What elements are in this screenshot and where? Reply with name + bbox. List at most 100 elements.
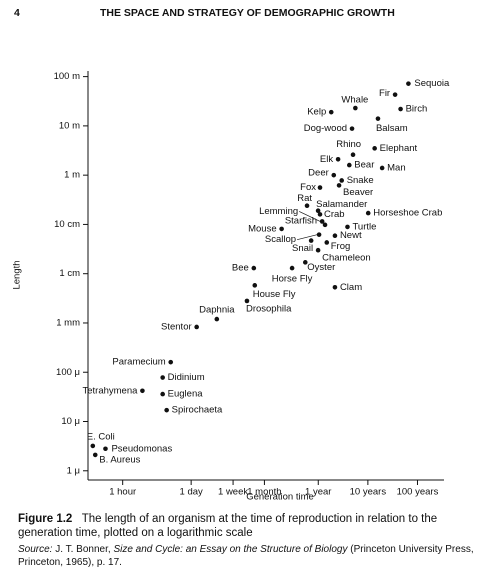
source-rest: (Princeton University Press, Princeton, … xyxy=(18,544,474,568)
y-tick-label: 10 cm xyxy=(54,219,80,230)
source-author: J. T. Bonner, xyxy=(55,544,111,555)
data-point xyxy=(160,391,165,397)
data-point xyxy=(317,185,323,190)
point-label: Fir xyxy=(379,88,390,99)
data-point xyxy=(92,452,98,458)
data-point xyxy=(103,446,108,452)
data-point xyxy=(214,316,220,322)
point-label: Elephant xyxy=(380,143,418,154)
point-label: Oyster xyxy=(307,262,335,273)
point-label: Rat xyxy=(297,193,312,204)
running-head: THE SPACE AND STRATEGY OF DEMOGRAPHIC GR… xyxy=(100,7,395,19)
data-point xyxy=(406,81,411,86)
data-point xyxy=(194,324,199,330)
data-point xyxy=(140,388,145,394)
point-label: Stentor xyxy=(161,321,192,332)
point-label: Horse Fly xyxy=(272,274,313,285)
data-point xyxy=(332,233,338,239)
data-point xyxy=(317,212,323,217)
point-label: Horseshoe Crab xyxy=(373,208,442,219)
point-label: Snail xyxy=(292,243,313,254)
point-label: Daphnia xyxy=(199,305,235,316)
data-point xyxy=(392,92,398,97)
caption-text: The length of an organism at the time of… xyxy=(18,513,438,539)
data-point xyxy=(304,203,310,208)
point-label: Didinium xyxy=(168,372,205,383)
data-point xyxy=(289,265,295,271)
point-label: Sequoia xyxy=(414,78,450,89)
point-label: Rhino xyxy=(336,139,361,150)
point-label: Crab xyxy=(324,209,345,220)
leader-line xyxy=(296,234,318,240)
y-tick-label: 1 m xyxy=(64,170,80,181)
data-point xyxy=(319,219,325,224)
data-point xyxy=(244,298,250,304)
x-tick-label: 1 month xyxy=(247,487,281,498)
point-label: Pseudomonas xyxy=(111,443,172,454)
data-point xyxy=(379,165,385,171)
point-label: Turtle xyxy=(352,221,376,232)
page-number: 4 xyxy=(14,7,20,19)
data-point xyxy=(350,152,356,158)
point-label: Whale xyxy=(341,95,368,106)
data-point xyxy=(315,208,321,213)
data-point xyxy=(90,443,96,449)
data-point xyxy=(335,156,341,162)
point-label: Balsam xyxy=(376,123,408,134)
data-point xyxy=(316,232,322,237)
point-label: Spirochaeta xyxy=(172,405,223,416)
leader-line xyxy=(299,211,321,222)
data-point xyxy=(324,240,330,245)
source: Source: J. T. Bonner, Size and Cycle: an… xyxy=(18,543,488,569)
point-label: Tetrahymena xyxy=(82,385,138,396)
point-label: Lemming xyxy=(259,206,298,217)
data-point xyxy=(160,375,165,380)
data-point xyxy=(345,224,350,230)
x-tick-label: 100 years xyxy=(397,487,439,498)
figure: 4 THE SPACE AND STRATEGY OF DEMOGRAPHIC … xyxy=(12,7,450,503)
x-tick-label: 1 day xyxy=(180,487,203,498)
data-point xyxy=(251,265,257,271)
data-point xyxy=(339,178,344,183)
point-label: Snake xyxy=(347,175,374,186)
y-tick-label: 10 μ xyxy=(61,416,80,427)
data-point xyxy=(308,238,314,243)
x-axis-title: Generation time xyxy=(246,492,314,503)
caption-label: Figure 1.2 xyxy=(18,513,73,525)
point-label: Frog xyxy=(331,241,351,252)
point-label: Scallop xyxy=(265,234,296,245)
point-label: Bee xyxy=(232,263,249,274)
data-point xyxy=(302,260,308,265)
data-point xyxy=(322,222,328,228)
point-label: Salamander xyxy=(316,199,367,210)
data-point xyxy=(252,283,258,288)
point-label: House Fly xyxy=(253,289,296,300)
data-point xyxy=(315,247,321,253)
caption: Figure 1.2 The length of an organism at … xyxy=(18,512,488,540)
point-label: Bear xyxy=(354,160,374,171)
data-point xyxy=(375,116,381,121)
point-label: Dog-wood xyxy=(304,123,347,134)
y-tick-label: 10 m xyxy=(59,120,80,131)
y-tick-label: 1 mm xyxy=(56,317,80,328)
point-label: Kelp xyxy=(307,107,326,118)
point-label: Birch xyxy=(406,104,428,115)
point-label: E. Coli xyxy=(87,431,115,442)
point-label: Elk xyxy=(320,154,333,165)
data-point xyxy=(353,105,358,111)
point-label: Chameleon xyxy=(322,253,371,264)
point-label: Euglena xyxy=(168,389,204,400)
data-point xyxy=(328,109,334,115)
point-label: B. Aureus xyxy=(99,454,140,465)
point-label: Newt xyxy=(340,230,362,241)
y-tick-label: 1 μ xyxy=(67,465,80,476)
point-label: Drosophila xyxy=(246,303,292,314)
source-label: Source: xyxy=(18,544,53,555)
y-tick-label: 1 cm xyxy=(59,268,80,279)
data-point xyxy=(365,210,371,216)
data-point xyxy=(331,172,337,178)
data-point xyxy=(332,284,338,290)
data-point xyxy=(279,226,284,232)
point-label: Beaver xyxy=(343,187,373,198)
